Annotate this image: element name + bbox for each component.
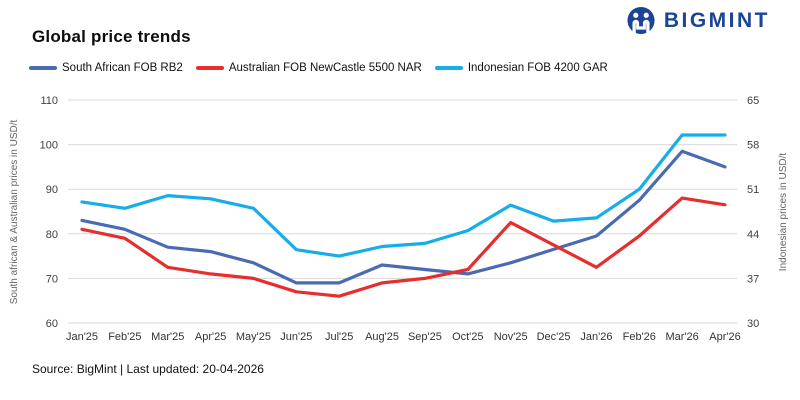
x-tick-label: Jan'26 (580, 331, 612, 343)
x-axis-labels: Jan'25 Feb'25 Mar'25 Apr'25 May'25 Jun'25 Jul'… (66, 331, 741, 343)
x-tick-label: Jan'25 (66, 331, 98, 343)
x-tick-label: Feb'25 (108, 331, 141, 343)
legend-swatch-2 (195, 66, 224, 70)
right-axis-ticks: 30 37 44 51 58 65 (747, 95, 759, 330)
x-tick-label: Mar'26 (665, 331, 698, 343)
left-tick-label: 60 (46, 318, 58, 330)
right-tick-label: 37 (747, 273, 759, 285)
series-line-2 (80, 196, 727, 298)
left-tick-label: 90 (46, 184, 58, 196)
bigmint-logo: BIGMINT (625, 6, 770, 36)
x-tick-label: Aug'25 (365, 331, 399, 343)
legend-item-2[interactable]: Australian FOB NewCastle 5500 NAR (195, 62, 422, 74)
legend-item-3[interactable]: Indonesian FOB 4200 GAR (434, 62, 608, 74)
right-tick-label: 44 (747, 229, 759, 241)
right-tick-label: 58 (747, 140, 759, 152)
x-tick-label: Dec'25 (537, 331, 571, 343)
right-tick-label: 65 (747, 95, 759, 107)
x-tick-label: Mar'25 (151, 331, 184, 343)
legend-item-1[interactable]: South African FOB RB2 (29, 62, 183, 74)
left-tick-label: 100 (40, 140, 58, 152)
left-tick-label: 70 (46, 273, 58, 285)
left-tick-label: 110 (40, 95, 58, 107)
x-tick-label: Sep'25 (408, 331, 442, 343)
x-tick-label: Feb'26 (623, 331, 656, 343)
left-tick-label: 80 (46, 229, 58, 241)
x-tick-label: Oct'25 (452, 331, 483, 343)
x-tick-label: Apr'25 (195, 331, 226, 343)
page-title: Global price trends (32, 27, 191, 46)
gridlines (68, 99, 737, 324)
right-axis-title: Indonesian prices in USD/t (778, 153, 789, 272)
legend-label-1: South African FOB RB2 (62, 62, 183, 74)
x-tick-label: Nov'25 (494, 331, 528, 343)
right-tick-label: 51 (747, 184, 759, 196)
series-line-1 (80, 149, 727, 285)
source-note: Source: BigMint | Last updated: 20-04-20… (32, 362, 264, 376)
x-tick-label: Apr'26 (709, 331, 740, 343)
chart-legend: South African FOB RB2 Australian FOB NewC… (29, 62, 608, 74)
right-tick-label: 30 (747, 318, 759, 330)
legend-label-2: Australian FOB NewCastle 5500 NAR (228, 62, 422, 74)
left-axis-ticks: 60 70 80 90 100 110 (40, 95, 58, 330)
x-tick-label: Jun'25 (280, 331, 312, 343)
legend-label-3: Indonesian FOB 4200 GAR (467, 62, 608, 74)
legend-swatch-3 (434, 66, 463, 70)
bigmint-logo-icon (627, 6, 655, 35)
x-tick-label: May'25 (236, 331, 271, 343)
bigmint-logo-text: BIGMINT (663, 9, 770, 32)
legend-swatch-1 (29, 66, 57, 70)
x-tick-label: Jul'25 (325, 331, 353, 343)
left-axis-title: South african & Australian prices in USD… (9, 120, 20, 305)
series-line-3 (80, 133, 727, 258)
